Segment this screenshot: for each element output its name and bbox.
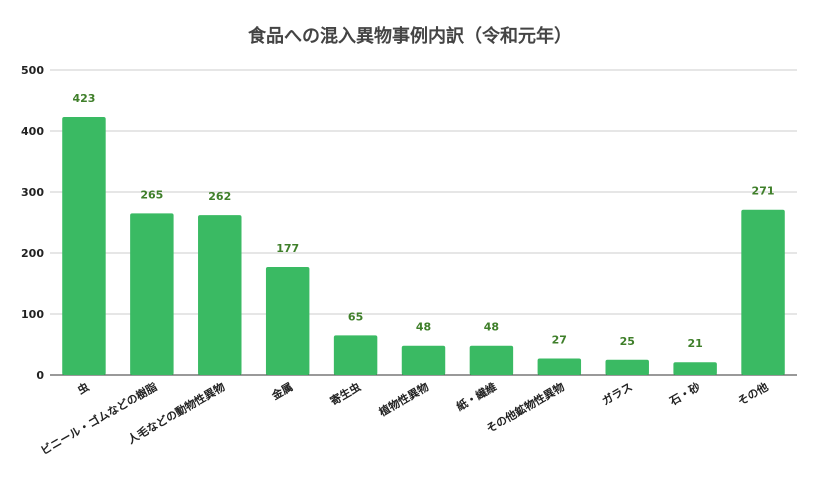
data-label: 271 — [752, 185, 775, 198]
y-tick-label: 100 — [21, 308, 44, 321]
bar — [130, 213, 174, 375]
bar — [469, 345, 514, 375]
y-tick-label: 400 — [21, 125, 44, 138]
bar — [673, 362, 717, 375]
x-tick-label: 金属 — [268, 379, 295, 403]
data-label: 25 — [620, 335, 635, 348]
bar — [265, 267, 310, 375]
data-label: 65 — [348, 310, 363, 323]
data-label: 48 — [484, 321, 499, 334]
data-label: 177 — [276, 242, 299, 255]
data-label: 48 — [416, 321, 431, 334]
data-label: 21 — [687, 337, 702, 350]
data-label: 423 — [72, 92, 95, 105]
bar — [401, 345, 446, 375]
bar — [62, 116, 106, 375]
x-tick-label: 植物性異物 — [376, 379, 431, 419]
data-label: 265 — [140, 188, 163, 201]
x-tick-label: その他 — [735, 379, 771, 408]
x-tick-label: ガラス — [599, 379, 634, 408]
x-tick-label: 紙・繊維 — [454, 379, 499, 413]
x-tick-label: 寄生虫 — [328, 379, 364, 408]
data-label: 262 — [208, 190, 231, 203]
y-tick-label: 300 — [21, 186, 44, 199]
bar — [741, 209, 785, 375]
bar — [333, 335, 378, 375]
y-tick-label: 0 — [36, 369, 44, 382]
chart-title: 食品への混入異物事例内訳（令和元年） — [248, 26, 572, 47]
bar — [605, 359, 649, 375]
data-label: 27 — [552, 334, 567, 347]
x-tick-label: ビニール・ゴムなどの樹脂 — [38, 379, 159, 457]
bar — [537, 358, 582, 375]
y-tick-label: 200 — [21, 247, 44, 260]
x-tick-label: 石・砂 — [666, 379, 702, 408]
y-tick-label: 500 — [21, 64, 44, 77]
bar — [198, 215, 242, 375]
x-tick-label: 虫 — [75, 379, 92, 397]
